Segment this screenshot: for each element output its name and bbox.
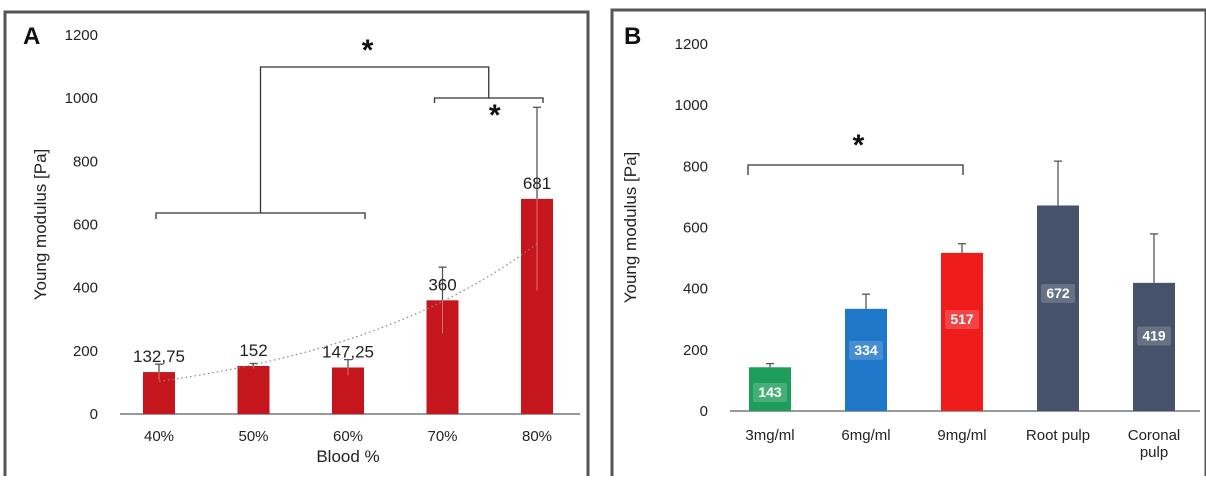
y-tick-label: 200 bbox=[73, 343, 98, 360]
y-tick-label: 600 bbox=[683, 220, 708, 237]
value-label: 517 bbox=[950, 311, 974, 327]
panel-letter: A bbox=[23, 23, 40, 50]
value-label-bg bbox=[753, 383, 787, 402]
panel-letter: B bbox=[624, 23, 641, 50]
y-tick-label: 200 bbox=[683, 342, 708, 359]
value-label: 152 bbox=[239, 341, 267, 360]
value-label: 132,75 bbox=[133, 347, 185, 366]
significance-star: * bbox=[853, 129, 865, 162]
significance-star: * bbox=[489, 99, 501, 132]
y-tick-label: 800 bbox=[73, 153, 98, 170]
panel-a: A 0 200 400 600 800 1000 1200 Young modulus [Pa]… bbox=[3, 10, 590, 481]
x-axis-title: Blood % bbox=[316, 447, 379, 466]
y-tick-label: 400 bbox=[73, 280, 98, 297]
significance-star: * bbox=[362, 34, 374, 67]
value-label: 419 bbox=[1142, 328, 1166, 344]
y-tick-label: 1200 bbox=[65, 27, 98, 44]
panel-frame bbox=[3, 10, 590, 481]
value-label-bg bbox=[945, 310, 979, 330]
panel-b: B 0 200 400 600 800 1000 1200 Young modulus [Pa]… bbox=[610, 8, 1206, 481]
bar bbox=[749, 367, 791, 411]
bar bbox=[1133, 282, 1175, 411]
bar bbox=[1037, 205, 1079, 411]
x-tick-label: Root pulp bbox=[1026, 427, 1090, 444]
y-tick-label: 600 bbox=[73, 217, 98, 234]
x-tick-label: 9mg/ml bbox=[937, 427, 986, 444]
y-tick-label: 0 bbox=[90, 406, 98, 423]
y-tick-label: 1000 bbox=[65, 90, 98, 107]
y-tick-label: 0 bbox=[700, 403, 708, 420]
y-axis-title: Young modulus [Pa] bbox=[621, 152, 640, 304]
x-tick-label: Coronal bbox=[1128, 427, 1181, 444]
y-tick-label: 800 bbox=[683, 158, 708, 175]
bar bbox=[941, 252, 983, 411]
value-label: 360 bbox=[428, 275, 456, 294]
value-label-bg bbox=[849, 340, 883, 360]
bar bbox=[237, 365, 270, 414]
x-tick-label: 60% bbox=[333, 428, 363, 445]
x-tick-label: 50% bbox=[238, 428, 268, 445]
x-tick-label: pulp bbox=[1140, 444, 1168, 461]
panel-frame bbox=[610, 8, 1206, 481]
x-tick-label: 70% bbox=[427, 428, 457, 445]
significance-bracket bbox=[747, 164, 964, 175]
y-tick-label: 400 bbox=[683, 281, 708, 298]
value-label: 681 bbox=[523, 174, 551, 193]
x-tick-label: 6mg/ml bbox=[841, 427, 890, 444]
value-label-bg bbox=[1137, 326, 1171, 346]
trendline bbox=[158, 243, 538, 382]
value-label: 143 bbox=[758, 384, 782, 400]
x-tick-label: 3mg/ml bbox=[745, 427, 794, 444]
value-label-bg bbox=[1041, 283, 1075, 303]
value-label: 334 bbox=[854, 342, 878, 358]
value-label: 147,25 bbox=[322, 342, 374, 361]
y-tick-label: 1000 bbox=[675, 97, 708, 114]
x-tick-label: 80% bbox=[522, 428, 552, 445]
value-label: 672 bbox=[1046, 285, 1070, 301]
significance-bracket bbox=[259, 66, 490, 213]
bar bbox=[845, 308, 887, 411]
y-axis-title: Young modulus [Pa] bbox=[31, 149, 50, 301]
x-tick-label: 40% bbox=[144, 428, 174, 445]
y-tick-label: 1200 bbox=[675, 36, 708, 53]
